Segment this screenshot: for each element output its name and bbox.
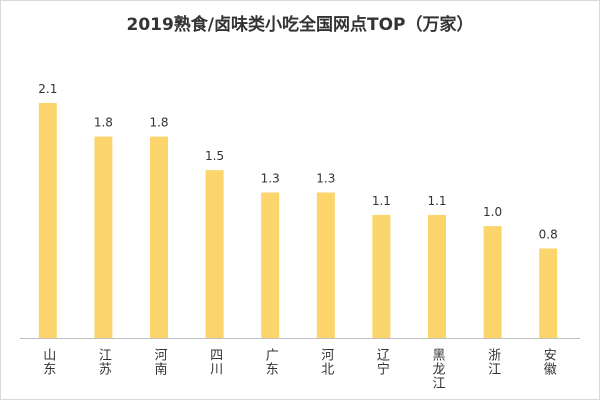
value-label: 1.3 xyxy=(261,172,280,186)
bar xyxy=(205,170,224,338)
value-label: 1.8 xyxy=(149,116,168,130)
bar xyxy=(372,214,391,338)
bar xyxy=(539,248,558,338)
x-tick-label: 安徽 xyxy=(541,348,557,376)
value-label: 1.1 xyxy=(372,194,391,208)
x-tick-label: 浙江 xyxy=(485,348,501,376)
x-tick-label: 河北 xyxy=(318,348,334,376)
x-tick-label: 山东 xyxy=(40,348,56,376)
x-tick-label: 河南 xyxy=(152,348,168,376)
x-tick-label: 四川 xyxy=(207,348,223,376)
bar xyxy=(483,226,502,338)
value-label: 1.8 xyxy=(94,116,113,130)
chart-title: 2019熟食/卤味类小吃全国网点TOP（万家） xyxy=(126,14,473,35)
value-label: 1.5 xyxy=(205,149,224,163)
bar xyxy=(94,136,113,338)
value-label: 1.3 xyxy=(316,172,335,186)
value-label: 1.1 xyxy=(427,194,446,208)
x-tick-label: 辽宁 xyxy=(374,348,390,376)
value-label: 0.8 xyxy=(539,227,558,241)
bar xyxy=(261,192,280,338)
bar xyxy=(428,214,446,338)
x-tick-label: 广东 xyxy=(263,348,279,376)
value-label: 2.1 xyxy=(38,82,57,96)
x-tick-label: 江苏 xyxy=(96,348,112,376)
bar xyxy=(38,103,57,338)
bar xyxy=(316,192,335,338)
value-label: 1.0 xyxy=(483,205,502,219)
x-tick-label: 黑龙江 xyxy=(430,348,446,390)
bar xyxy=(150,136,168,338)
